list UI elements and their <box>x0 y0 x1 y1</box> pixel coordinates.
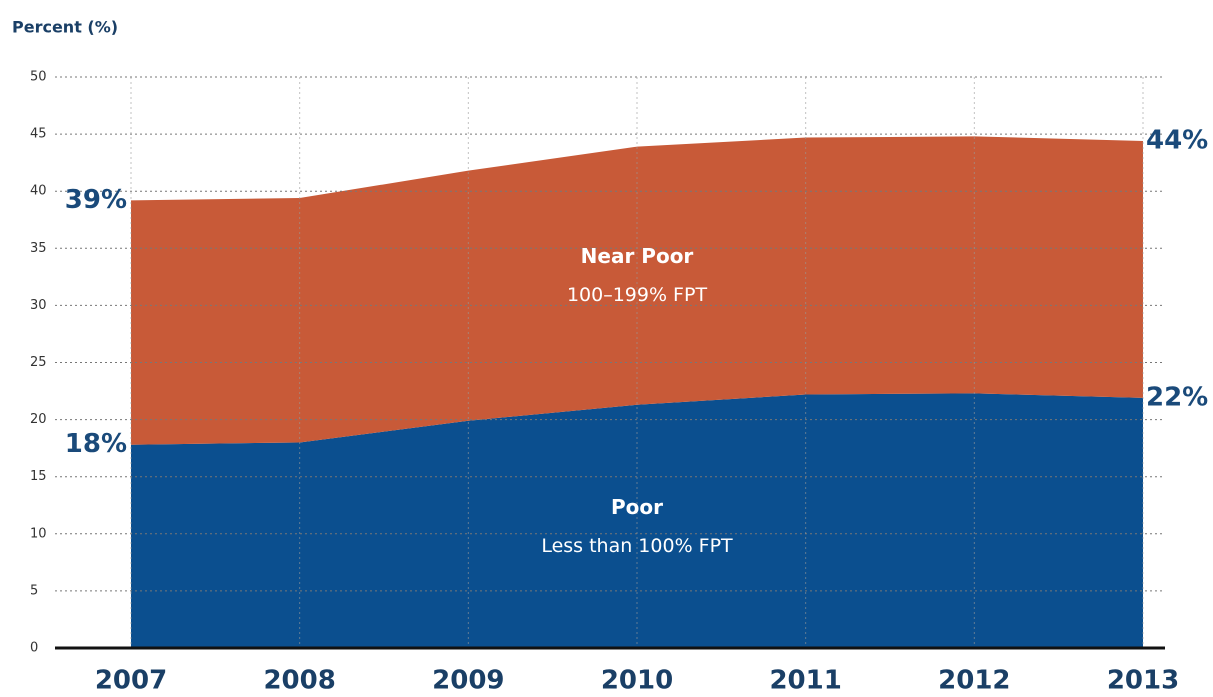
y-tick-label: 10 <box>30 526 47 541</box>
y-tick-label: 30 <box>30 298 47 313</box>
x-tick-label: 2010 <box>601 666 673 696</box>
y-tick-label: 40 <box>30 184 47 199</box>
x-tick-label: 2011 <box>769 666 841 696</box>
area-label: Poor <box>611 495 663 519</box>
x-tick-label: 2008 <box>263 666 335 696</box>
area-sublabel: 100–199% FPT <box>567 284 708 306</box>
value-label: 18% <box>65 429 127 459</box>
x-tick-label: 2009 <box>432 666 504 696</box>
y-tick-label: 50 <box>30 70 47 85</box>
y-tick-label: 45 <box>30 127 47 142</box>
area-sublabel: Less than 100% FPT <box>541 535 733 557</box>
x-tick-label: 2013 <box>1107 666 1179 696</box>
y-tick-label: 35 <box>30 241 47 256</box>
x-tick-label: 2012 <box>938 666 1010 696</box>
value-label: 22% <box>1146 382 1208 412</box>
area <box>131 136 1143 445</box>
y-tick-label: 25 <box>30 355 47 370</box>
total-label: 39% <box>65 185 127 215</box>
area <box>131 393 1143 648</box>
total-label: 44% <box>1146 125 1208 155</box>
y-tick-label: 0 <box>30 641 38 656</box>
area-label: Near Poor <box>581 244 694 268</box>
y-tick-label: 5 <box>30 583 38 598</box>
x-tick-label: 2007 <box>95 666 167 696</box>
y-tick-label: 20 <box>30 412 47 427</box>
y-axis-title: Percent (%) <box>12 18 118 37</box>
y-tick-label: 15 <box>30 469 47 484</box>
